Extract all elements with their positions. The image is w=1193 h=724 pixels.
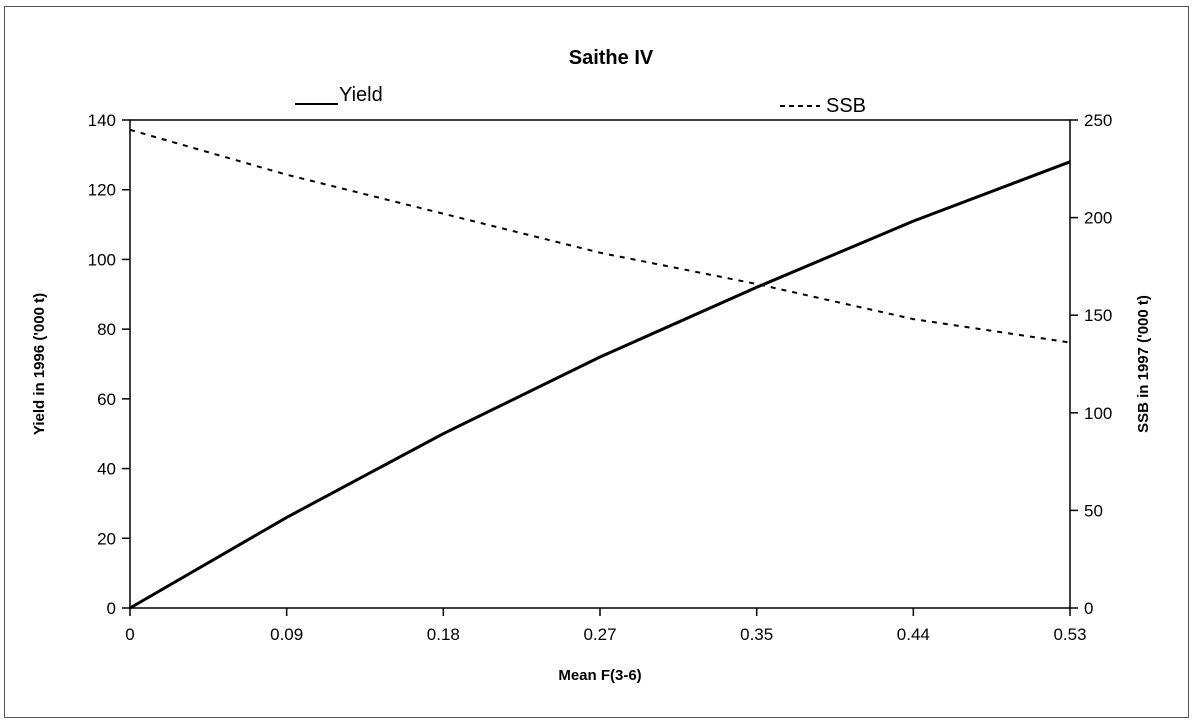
y-axis-right-title: SSB in 1997 ('000 t)	[1135, 295, 1152, 433]
y-right-tick-label: 50	[1084, 501, 1103, 520]
series-yield-line	[129, 160, 1071, 610]
y-left-tick-label: 100	[88, 250, 116, 269]
y-left-tick-label: 80	[97, 320, 116, 339]
x-tick-label: 0.27	[583, 625, 616, 644]
legend-label-ssb: SSB	[826, 95, 866, 117]
series-layer	[129, 128, 1071, 610]
y-axis-right: 0 50 100 150 200 250	[1070, 111, 1112, 618]
y-left-tick-label: 140	[88, 111, 116, 130]
y-left-tick-label: 0	[107, 599, 116, 618]
y-axis-left: 0 20 40 60 80 100 120 140	[88, 111, 130, 618]
y-left-tick-label: 60	[97, 390, 116, 409]
legend: Yield SSB	[295, 84, 866, 117]
x-tick-label: 0.09	[270, 625, 303, 644]
y-axis-left-title: Yield in 1996 ('000 t)	[31, 293, 48, 435]
y-right-tick-label: 150	[1084, 306, 1112, 325]
legend-label-yield: Yield	[339, 84, 383, 106]
x-tick-label: 0.18	[427, 625, 460, 644]
x-axis-title: Mean F(3-6)	[558, 667, 641, 684]
x-axis: 0 0.09 0.18 0.27 0.35 0.44 0.53	[125, 608, 1087, 644]
x-tick-label: 0.35	[740, 625, 773, 644]
series-ssb-line	[129, 128, 1071, 344]
x-tick-label: 0.53	[1053, 625, 1086, 644]
y-right-tick-label: 100	[1084, 404, 1112, 423]
y-left-tick-label: 120	[88, 181, 116, 200]
x-tick-label: 0.44	[897, 625, 930, 644]
x-tick-label: 0	[125, 625, 134, 644]
y-left-tick-label: 20	[97, 529, 116, 548]
y-right-tick-label: 200	[1084, 209, 1112, 228]
chart-frame	[4, 6, 1189, 718]
y-right-tick-label: 0	[1084, 599, 1093, 618]
plot-area	[129, 119, 1071, 609]
y-left-tick-label: 40	[97, 460, 116, 479]
y-right-tick-label: 250	[1084, 111, 1112, 130]
chart-title: Saithe IV	[569, 47, 654, 69]
